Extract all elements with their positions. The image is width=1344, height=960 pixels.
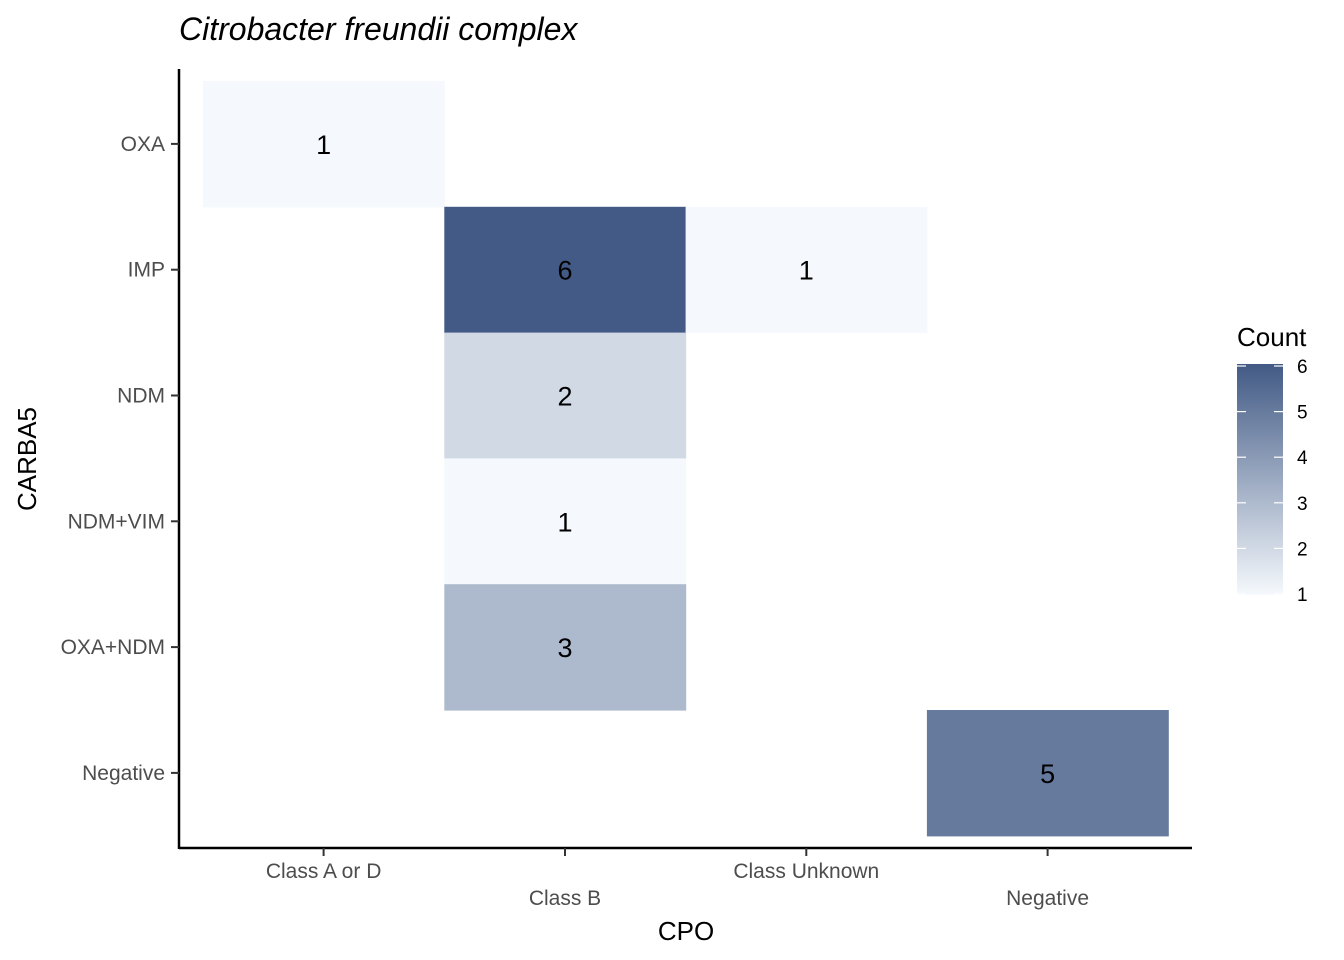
x-ticks: Class A or D Class B Class Unknown Negative (266, 848, 1089, 910)
y-tick-label: OXA (121, 133, 165, 156)
cell-value-label: 1 (316, 130, 331, 160)
cell-value-label: 5 (1040, 759, 1055, 789)
cell-value-label: 2 (557, 382, 572, 412)
y-tick-label: NDM (117, 385, 165, 408)
legend-tick-label: 2 (1297, 539, 1308, 560)
cell-value-label: 1 (557, 507, 572, 537)
x-axis-title: CPO (658, 916, 714, 946)
cell-value-label: 3 (557, 633, 572, 663)
y-tick-label: NDM+VIM (68, 510, 165, 533)
x-tick-label: Class B (529, 887, 601, 910)
y-ticks: OXA IMP NDM NDM+VIM OXA+NDM Negative (61, 133, 179, 785)
legend-tick-label: 5 (1297, 403, 1308, 424)
heatmap-cell (685, 206, 928, 334)
heatmap-cell (444, 206, 687, 334)
y-axis-title: CARBA5 (12, 407, 42, 511)
heatmap-cell (444, 458, 687, 585)
cell-labels-layer: 1 6 1 2 1 3 5 (316, 130, 1055, 789)
heatmap-cell (203, 81, 445, 208)
chart-title: Citrobacter freundii complex (179, 11, 578, 47)
cell-value-label: 6 (557, 256, 572, 286)
x-tick-label: Class Unknown (733, 860, 879, 883)
x-tick-label: Negative (1006, 887, 1089, 910)
cell-value-label: 1 (799, 256, 814, 286)
legend-tick-label: 4 (1297, 448, 1308, 469)
cells-layer (203, 81, 1169, 837)
legend-colorbar (1237, 364, 1283, 595)
legend-tick-label: 3 (1297, 494, 1308, 515)
legend-tick-label: 6 (1297, 357, 1308, 378)
y-tick-label: OXA+NDM (61, 636, 165, 659)
legend-tick-label: 1 (1297, 585, 1308, 606)
x-tick-label: Class A or D (266, 860, 382, 883)
y-tick-label: IMP (128, 259, 165, 282)
legend-title: Count (1237, 322, 1307, 352)
heatmap-cell (444, 332, 687, 459)
heatmap-cell (926, 710, 1169, 837)
heatmap-cell (444, 584, 687, 711)
legend-ticks: 1 2 3 4 5 6 (1237, 357, 1308, 606)
legend: Count 1 2 3 4 5 6 (1237, 322, 1308, 606)
y-tick-label: Negative (82, 762, 165, 785)
